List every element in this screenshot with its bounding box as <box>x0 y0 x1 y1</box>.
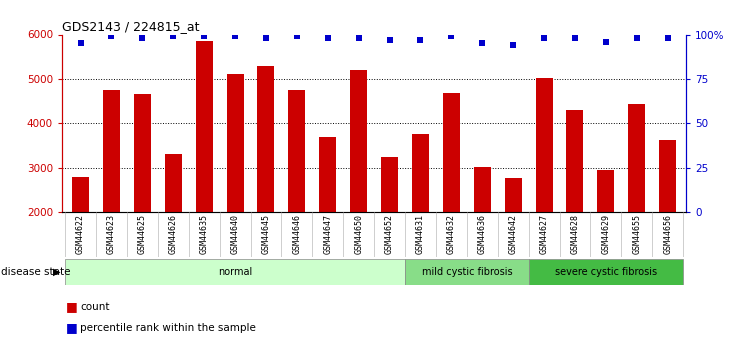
Point <box>322 35 334 41</box>
Text: count: count <box>80 302 110 312</box>
Bar <box>165 155 182 212</box>
Text: normal: normal <box>218 267 252 277</box>
Text: GSM44622: GSM44622 <box>76 214 85 254</box>
Text: GSM44645: GSM44645 <box>261 214 271 254</box>
Text: ■: ■ <box>66 300 77 313</box>
Text: percentile rank within the sample: percentile rank within the sample <box>80 323 256 333</box>
Point <box>260 35 272 41</box>
Text: disease state: disease state <box>1 267 70 277</box>
Text: GSM44623: GSM44623 <box>107 214 116 254</box>
Text: GSM44655: GSM44655 <box>632 214 641 254</box>
Bar <box>474 167 491 212</box>
Bar <box>134 95 151 212</box>
Bar <box>629 104 645 212</box>
Bar <box>319 137 337 212</box>
Point <box>569 35 581 41</box>
Text: GSM44650: GSM44650 <box>354 214 364 254</box>
Point <box>477 41 488 46</box>
Text: GSM44640: GSM44640 <box>231 214 239 254</box>
Point <box>137 35 148 41</box>
Text: GSM44631: GSM44631 <box>416 214 425 254</box>
Point <box>353 35 364 41</box>
Bar <box>258 67 274 212</box>
Point <box>199 33 210 39</box>
Bar <box>597 170 615 212</box>
Point <box>106 33 118 39</box>
Point <box>631 35 642 41</box>
Text: GSM44626: GSM44626 <box>169 214 178 254</box>
Text: GSM44629: GSM44629 <box>602 214 610 254</box>
Bar <box>412 135 429 212</box>
Point <box>229 33 241 39</box>
Point <box>662 35 674 41</box>
Point <box>445 33 457 39</box>
Text: GSM44652: GSM44652 <box>385 214 394 254</box>
Point <box>415 37 426 42</box>
Bar <box>443 93 460 212</box>
Bar <box>72 177 89 212</box>
Text: severe cystic fibrosis: severe cystic fibrosis <box>555 267 657 277</box>
Bar <box>504 178 522 212</box>
Text: GSM44628: GSM44628 <box>570 214 580 254</box>
Point <box>74 41 86 46</box>
Bar <box>65 259 405 285</box>
Text: GSM44625: GSM44625 <box>138 214 147 254</box>
Point <box>600 39 612 45</box>
Bar <box>529 259 683 285</box>
Point <box>384 37 396 42</box>
Bar <box>566 110 583 212</box>
Text: GDS2143 / 224815_at: GDS2143 / 224815_at <box>62 20 199 33</box>
Bar <box>350 70 367 212</box>
Text: GSM44632: GSM44632 <box>447 214 456 254</box>
Point <box>291 33 303 39</box>
Bar <box>103 90 120 212</box>
Bar <box>196 41 212 212</box>
Bar <box>536 78 553 212</box>
Point <box>167 33 179 39</box>
Text: ■: ■ <box>66 321 77 334</box>
Bar <box>405 259 529 285</box>
Bar <box>381 157 398 212</box>
Point <box>507 42 519 48</box>
Bar <box>288 90 305 212</box>
Bar <box>659 140 676 212</box>
Bar <box>226 75 244 212</box>
Text: mild cystic fibrosis: mild cystic fibrosis <box>421 267 512 277</box>
Text: GSM44656: GSM44656 <box>663 214 672 254</box>
Text: GSM44642: GSM44642 <box>509 214 518 254</box>
Text: GSM44636: GSM44636 <box>477 214 487 254</box>
Text: ▶: ▶ <box>53 267 60 277</box>
Point <box>538 35 550 41</box>
Text: GSM44627: GSM44627 <box>539 214 548 254</box>
Text: GSM44647: GSM44647 <box>323 214 332 254</box>
Text: GSM44646: GSM44646 <box>293 214 301 254</box>
Text: GSM44635: GSM44635 <box>200 214 209 254</box>
